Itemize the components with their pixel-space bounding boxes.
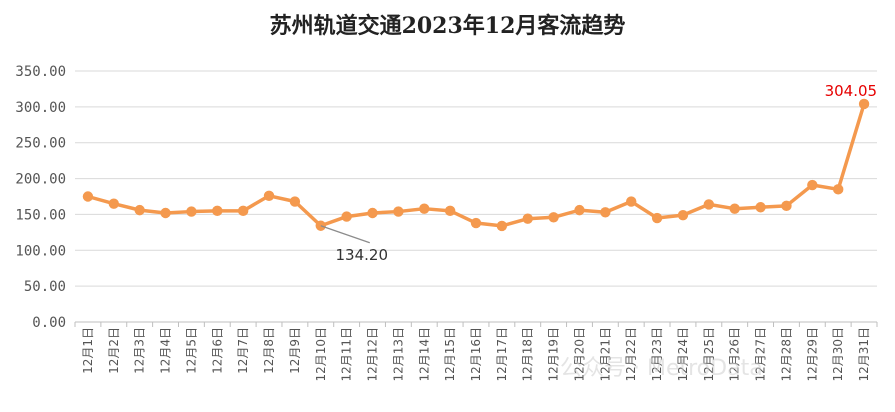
x-tick-label: 12月25日: [702, 327, 716, 382]
data-point: [729, 203, 740, 214]
y-tick-label: 0.00: [32, 315, 66, 331]
data-point: [832, 184, 844, 195]
data-point: [134, 204, 145, 216]
x-axis: 12月1日 12月2日 12月3日 12月4日 12月5日 12月6日 12月7日 12月8日…: [74, 322, 878, 382]
data-point: [548, 212, 559, 223]
data-point: [444, 205, 456, 217]
y-tick-label: 300.00: [15, 100, 66, 116]
data-point: [626, 196, 637, 207]
x-tick-label: 12月12日: [366, 327, 380, 382]
gridlines: [75, 70, 877, 323]
x-tick-label: 12月4日: [159, 327, 173, 374]
annotations: 304.05 134.20: [320, 82, 878, 264]
data-point: [263, 190, 275, 201]
data-point: [703, 199, 715, 210]
data-point: [367, 207, 378, 219]
data-point: [289, 196, 301, 207]
data-point: [600, 207, 611, 218]
data-point: [677, 209, 689, 221]
x-tick-label: 12月6日: [210, 327, 224, 374]
chart-title: 苏州轨道交通2023年12月客流趋势: [269, 13, 626, 39]
watermark-text: 公众号 · MetroData: [560, 356, 763, 381]
data-point: [781, 200, 792, 212]
x-tick-label: 12月16日: [469, 327, 483, 382]
data-point: [160, 207, 171, 219]
x-tick-label: 12月14日: [417, 327, 431, 382]
x-tick-label: 12月26日: [728, 327, 742, 382]
x-tick-label: 12月9日: [288, 327, 302, 374]
y-tick-label: 150.00: [15, 207, 66, 223]
data-point: [496, 220, 508, 232]
x-tick-label: 12月15日: [443, 327, 457, 382]
x-tick-label: 12月29日: [805, 327, 819, 382]
data-point: [470, 217, 482, 229]
watermark: 公众号 · MetroData: [560, 356, 763, 381]
y-tick-label: 200.00: [15, 172, 66, 188]
data-point: [237, 205, 249, 217]
x-tick-label: 12月1日: [81, 327, 95, 374]
y-tick-label: 100.00: [15, 243, 66, 259]
data-point: [522, 213, 533, 224]
x-tick-label: 12月17日: [495, 327, 509, 382]
x-tick-label: 12月7日: [236, 327, 250, 374]
x-tick-label: 12月19日: [547, 327, 561, 382]
data-point: [393, 206, 404, 217]
data-point: [574, 204, 585, 216]
x-tick-label: 12月18日: [521, 327, 535, 382]
data-point: [108, 198, 120, 209]
x-tick-label: 12月3日: [133, 327, 147, 374]
series-line: [82, 98, 870, 232]
x-tick-label: 12月21日: [598, 327, 612, 382]
x-tick-label: 12月30日: [831, 327, 845, 382]
x-tick-label: 12月28日: [779, 327, 793, 382]
data-point: [212, 205, 223, 217]
data-point: [651, 212, 663, 224]
x-tick-label: 12月5日: [184, 327, 198, 374]
x-tick-label: 12月27日: [754, 327, 768, 382]
data-point: [82, 191, 94, 202]
x-tick-label: 12月13日: [391, 327, 405, 382]
y-tick-label: 50.00: [24, 279, 66, 295]
x-tick-label: 12月23日: [650, 327, 664, 382]
annotation-leader-line: [320, 225, 370, 244]
max-value-label: 304.05: [825, 82, 878, 100]
x-tick-label: 12月20日: [572, 327, 586, 382]
data-point: [858, 98, 870, 110]
y-tick-label: 350.00: [15, 64, 66, 80]
x-tick-label: 12月22日: [624, 327, 638, 382]
data-point: [755, 202, 766, 213]
data-point: [807, 179, 818, 191]
min-value-label: 134.20: [336, 246, 389, 264]
y-tick-label: 250.00: [15, 136, 66, 152]
x-tick-label: 12月24日: [676, 327, 690, 382]
x-tick-label: 12月2日: [107, 327, 121, 374]
x-tick-label: 12月8日: [262, 327, 276, 374]
series-polyline: [87, 103, 866, 228]
x-tick-label: 12月31日: [857, 327, 871, 382]
data-point: [419, 203, 430, 214]
x-tick-label: 12月10日: [314, 327, 328, 382]
y-axis: 0.00 50.00 100.00 150.00 200.00 250.00 300.00 3…: [15, 64, 66, 331]
x-tick-label: 12月11日: [340, 327, 354, 382]
data-point: [186, 206, 197, 217]
data-point: [341, 211, 352, 222]
data-point: [315, 220, 326, 231]
